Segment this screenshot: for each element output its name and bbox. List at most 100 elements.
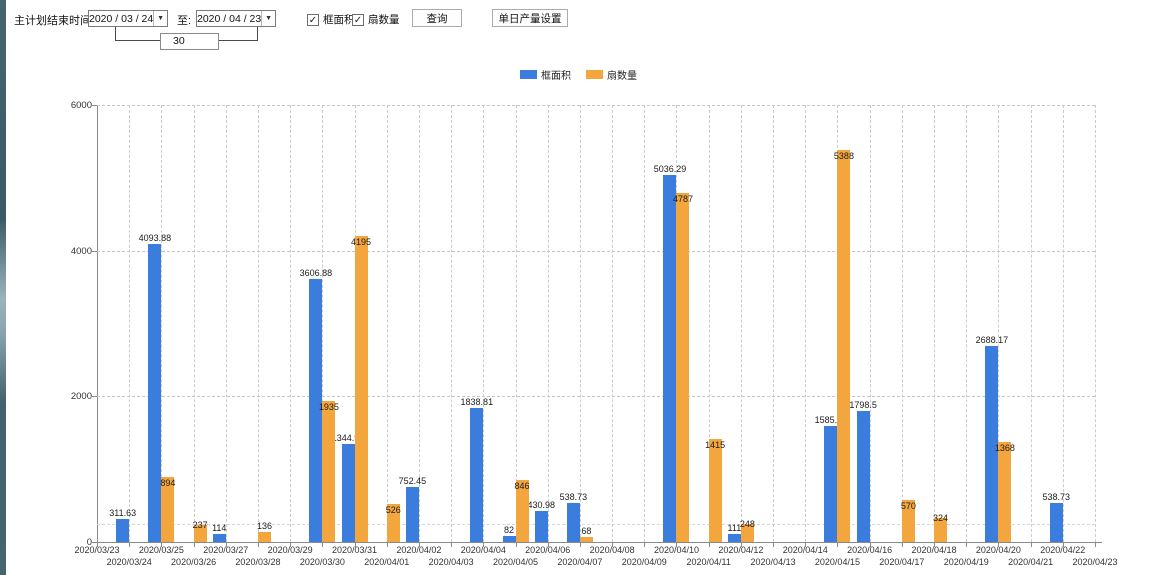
x-axis-tick xyxy=(676,543,678,547)
x-tick-label: 2020/04/04 xyxy=(460,545,506,555)
bar-frame-area xyxy=(663,175,677,542)
x-axis-tick xyxy=(97,543,98,547)
end-date-picker[interactable]: 2020 / 04 / 23 ▼ xyxy=(196,10,276,27)
x-tick-label: 2020/04/21 xyxy=(1008,557,1054,567)
bar-value-label: 570 xyxy=(900,501,916,512)
x-gridline xyxy=(257,105,259,542)
reference-line xyxy=(97,523,1095,525)
x-tick-label: 2020/04/14 xyxy=(782,545,828,555)
x-axis-tick xyxy=(612,543,614,547)
x-gridline xyxy=(869,105,871,542)
bar-fan-count xyxy=(676,193,690,542)
bar-frame-area xyxy=(566,502,580,542)
y-tick-label: 2000 xyxy=(70,391,92,403)
x-gridline xyxy=(1095,105,1096,542)
x-gridline xyxy=(708,105,710,542)
x-axis-tick xyxy=(225,543,227,547)
bar-fan-count xyxy=(322,401,336,542)
bar-value-label: 538.73 xyxy=(1042,491,1071,502)
x-tick-label: 2020/04/18 xyxy=(911,545,957,555)
daily-output-settings-button[interactable]: 单日产量设置 xyxy=(492,9,568,27)
bar-value-label: 4093.88 xyxy=(138,232,172,243)
x-tick-label: 2020/04/15 xyxy=(814,557,860,567)
bar-frame-area xyxy=(309,279,323,542)
x-tick-label: 2020/04/06 xyxy=(525,545,571,555)
x-axis-tick xyxy=(934,543,936,547)
x-tick-label: 2020/04/05 xyxy=(492,557,539,567)
bar-value-label: 1798.5 xyxy=(849,400,877,410)
y-axis-tick xyxy=(92,105,97,106)
frame-area-checkbox[interactable]: ✓ 框面积 xyxy=(307,12,355,27)
x-gridline xyxy=(483,105,485,542)
bar-fan-count xyxy=(740,523,754,542)
legend-item-frame-area: 框面积 xyxy=(520,67,571,82)
x-axis-tick xyxy=(257,543,259,547)
x-axis-tick xyxy=(547,543,549,547)
start-date-picker[interactable]: 2020 / 03 / 24 ▼ xyxy=(88,10,168,27)
collapsed-sidebar-strip[interactable] xyxy=(0,0,6,575)
bar-value-label: 4195 xyxy=(351,237,372,248)
bar-fan-count xyxy=(386,503,400,542)
fan-count-checkbox[interactable]: ✓ 扇数量 xyxy=(352,12,400,27)
x-gridline xyxy=(193,105,195,542)
x-axis-tick xyxy=(451,543,453,547)
x-axis-tick xyxy=(1062,543,1064,547)
x-axis-tick xyxy=(193,543,195,547)
x-tick-label: 2020/04/11 xyxy=(686,557,731,567)
x-axis-tick xyxy=(966,543,968,547)
bar-value-label: 1415 xyxy=(705,439,726,450)
chevron-down-icon[interactable]: ▼ xyxy=(261,11,275,26)
x-tick-label: 2020/04/12 xyxy=(718,545,764,555)
bar-value-label: 752.45 xyxy=(398,476,427,487)
checkbox-check-icon[interactable]: ✓ xyxy=(307,13,319,26)
checkbox-check-icon[interactable]: ✓ xyxy=(352,13,364,26)
x-tick-label: 2020/04/03 xyxy=(428,557,474,567)
fan-count-swatch-icon xyxy=(586,70,603,79)
x-tick-label: 2020/04/16 xyxy=(847,545,893,555)
bar-value-label: 526 xyxy=(385,504,401,515)
bar-value-label: 4787 xyxy=(672,194,693,205)
bar-value-label: 1935 xyxy=(318,402,339,413)
bar-fan-count xyxy=(837,149,851,542)
bar-frame-area xyxy=(502,536,516,542)
x-gridline xyxy=(998,105,1000,542)
x-tick-label: 2020/04/22 xyxy=(1040,545,1086,555)
x-gridline xyxy=(579,105,581,542)
bar-frame-area xyxy=(405,487,419,542)
x-gridline xyxy=(161,105,163,542)
y-axis-tick xyxy=(92,250,97,252)
bar-fan-count xyxy=(257,532,271,542)
x-axis-tick xyxy=(805,543,807,547)
connector-line xyxy=(115,27,116,41)
x-axis-tick xyxy=(483,543,485,547)
x-axis-tick xyxy=(1030,543,1032,547)
end-time-label: 主计划结束时间: xyxy=(14,15,95,27)
x-axis-tick xyxy=(129,543,131,547)
bar-value-label: 846 xyxy=(514,481,530,492)
y-axis-tick xyxy=(92,396,97,398)
bar-value-label: 5036.29 xyxy=(653,164,687,175)
fan-count-checkbox-label: 扇数量 xyxy=(368,14,400,26)
x-tick-label: 2020/04/20 xyxy=(975,545,1021,555)
x-tick-label: 2020/03/29 xyxy=(267,545,313,555)
frame-area-swatch-icon xyxy=(520,70,537,79)
chevron-down-icon[interactable]: ▼ xyxy=(153,11,167,26)
x-tick-label: 2020/04/10 xyxy=(653,545,699,555)
y-axis xyxy=(97,105,98,542)
legend-label: 扇数量 xyxy=(607,71,637,82)
x-gridline xyxy=(418,105,420,542)
bar-frame-area xyxy=(212,533,226,542)
interval-days-input[interactable]: 30 xyxy=(160,33,219,50)
x-axis-tick xyxy=(418,543,420,547)
bar-frame-area xyxy=(470,408,484,542)
x-gridline xyxy=(515,105,517,542)
connector-line xyxy=(257,27,258,41)
bar-value-label: 68 xyxy=(581,526,592,537)
x-axis xyxy=(95,542,1102,543)
bar-fan-count xyxy=(161,476,175,542)
x-axis-tick xyxy=(1095,543,1096,547)
x-gridline xyxy=(773,105,775,542)
query-button[interactable]: 查询 xyxy=(412,9,462,27)
